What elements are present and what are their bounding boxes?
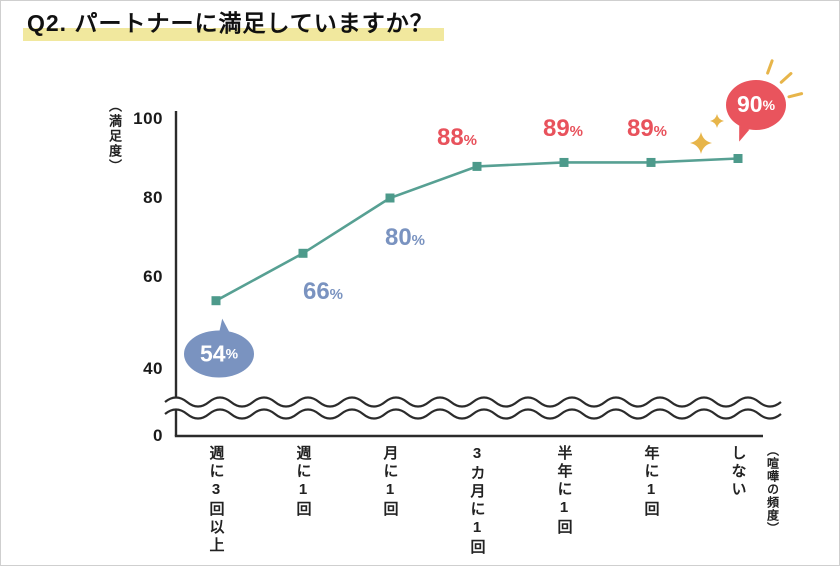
value-label-89: 89% [542,115,584,143]
data-line [215,157,739,302]
data-point-2 [385,193,395,203]
value-label-66: 66% [302,278,344,306]
axis-break-wave-top [164,396,782,408]
value-label-88: 88% [436,124,478,152]
page-title: Q2. パートナーに満足していますか？ [23,8,444,41]
value-label-89: 89% [626,115,668,143]
callout-bubble-90: 90% [726,79,786,144]
x-category-0: 週に3回以上 [207,445,225,555]
burst-icon [766,59,774,75]
y-tick-0: 0 [153,426,163,445]
x-axis-unit-label: （喧嘩の頻度） [765,444,780,535]
x-category-6: しない [729,445,747,499]
y-tick-60: 60 [143,267,163,286]
x-category-5: 年に1回 [642,445,660,519]
data-point-0 [211,296,221,306]
y-tick-80: 80 [143,188,163,207]
bubble-tail [217,317,230,334]
y-tick-100: 100 [133,109,163,128]
y-axis-label: （満足度） [107,99,122,174]
data-point-4 [559,157,569,167]
x-category-3: 3カ月に1回 [468,445,486,557]
callout-bubble-54: 54% [184,317,254,378]
value-label-80: 80% [384,224,426,251]
data-point-6 [733,154,743,163]
x-category-4: 半年に1回 [555,445,573,537]
data-point-5 [646,157,656,167]
y-tick-40: 40 [143,359,163,378]
data-point-1 [298,248,308,258]
page-title-text: Q2. パートナーに満足していますか？ [23,8,444,41]
burst-icon [779,72,793,84]
x-category-2: 月に1回 [381,445,399,519]
axis-break-wave-bottom [164,408,782,420]
data-point-3 [472,161,482,171]
axis-break-mask [161,397,785,419]
burst-icon [787,92,804,99]
sparkle-icon [690,132,712,154]
sparkle-icon [710,114,724,128]
x-category-1: 週に1回 [294,445,312,519]
